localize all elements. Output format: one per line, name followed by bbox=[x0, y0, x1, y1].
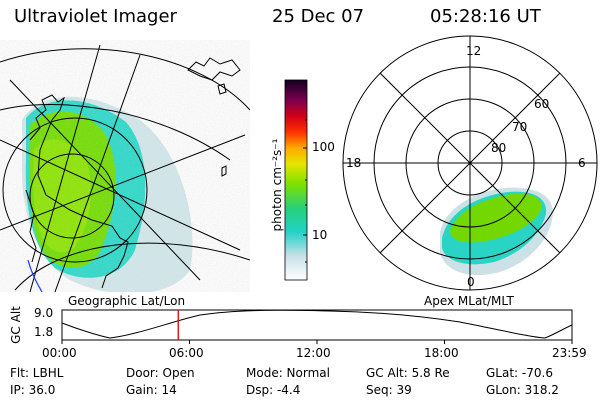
info-ip: IP: 36.0 bbox=[10, 383, 56, 397]
geo-lat-arc-2 bbox=[14, 242, 250, 291]
info-flt: Flt: LBHL bbox=[10, 366, 64, 380]
geo-meridian-1 bbox=[54, 54, 141, 292]
apex-polar-plot bbox=[342, 35, 598, 291]
altitude-ylabel: GC Alt bbox=[9, 306, 23, 344]
altitude-plot-frame bbox=[61, 309, 573, 341]
colorbar bbox=[284, 79, 308, 281]
altitude-xticks bbox=[61, 340, 573, 344]
geo-lat-circle-inner bbox=[29, 153, 115, 239]
info-glat: GLat: -70.6 bbox=[486, 366, 553, 380]
altitude-xtick-1200: 12:00 bbox=[296, 346, 331, 360]
geo-meridian-2 bbox=[0, 139, 241, 251]
altitude-xtick-0000: 00:00 bbox=[42, 346, 77, 360]
mlt-label-0: 0 bbox=[467, 275, 475, 289]
coastline-antarctic bbox=[29, 94, 129, 289]
mlt-label-12: 12 bbox=[466, 44, 482, 58]
colorbar-tick-10: 10 bbox=[312, 228, 328, 242]
altitude-xtick-2359: 23:59 bbox=[552, 346, 587, 360]
info-seq: Seq: 39 bbox=[366, 383, 412, 397]
geo-caption: Geographic Lat/Lon bbox=[68, 294, 186, 308]
mlt-label-6: 6 bbox=[578, 156, 586, 170]
geo-limb-arc bbox=[0, 48, 250, 111]
altitude-curve bbox=[61, 309, 573, 339]
coastline-peninsula bbox=[25, 189, 37, 263]
lat-label-70: 70 bbox=[512, 120, 528, 134]
info-door: Door: Open bbox=[126, 366, 195, 380]
altitude-ytick-1-8: 1.8 bbox=[34, 325, 54, 339]
altitude-xtick-1800: 18:00 bbox=[424, 346, 459, 360]
aurora-apex-green bbox=[450, 193, 542, 243]
coastline-island-2 bbox=[217, 83, 227, 95]
altitude-xtick-0600: 06:00 bbox=[169, 346, 204, 360]
time-label: 05:28:16 UT bbox=[430, 6, 541, 27]
colorbar-unit-label: photon cm⁻²s⁻¹ bbox=[270, 138, 284, 232]
info-dsp: Dsp: -4.4 bbox=[246, 383, 301, 397]
altitude-ytick-9: 9.0 bbox=[34, 306, 54, 320]
altitude-plot bbox=[61, 309, 573, 344]
coastline-islands bbox=[187, 57, 241, 81]
lat-label-60: 60 bbox=[534, 97, 550, 111]
colorbar-tick-100: 100 bbox=[312, 140, 335, 154]
info-glon: GLon: 318.2 bbox=[486, 383, 559, 397]
lat-label-80: 80 bbox=[491, 141, 507, 155]
info-gc-alt: GC Alt: 5.8 Re bbox=[366, 366, 450, 380]
apex-diag-2 bbox=[379, 72, 561, 254]
geo-lat-circle-outer bbox=[2, 117, 148, 263]
date-label: 25 Dec 07 bbox=[272, 6, 365, 27]
geographic-map bbox=[0, 40, 250, 292]
terminator-line bbox=[27, 259, 43, 292]
apex-caption: Apex MLat/MLT bbox=[424, 294, 514, 308]
colorbar-ticks bbox=[303, 119, 307, 263]
info-mode: Mode: Normal bbox=[246, 366, 330, 380]
geo-lat-arc bbox=[0, 103, 231, 161]
mlt-label-18: 18 bbox=[346, 156, 362, 170]
info-gain: Gain: 14 bbox=[126, 383, 177, 397]
coastline-island-3 bbox=[221, 165, 227, 177]
geo-meridian-5 bbox=[29, 44, 101, 292]
geo-meridian-4 bbox=[0, 134, 246, 231]
instrument-title: Ultraviolet Imager bbox=[14, 6, 177, 27]
